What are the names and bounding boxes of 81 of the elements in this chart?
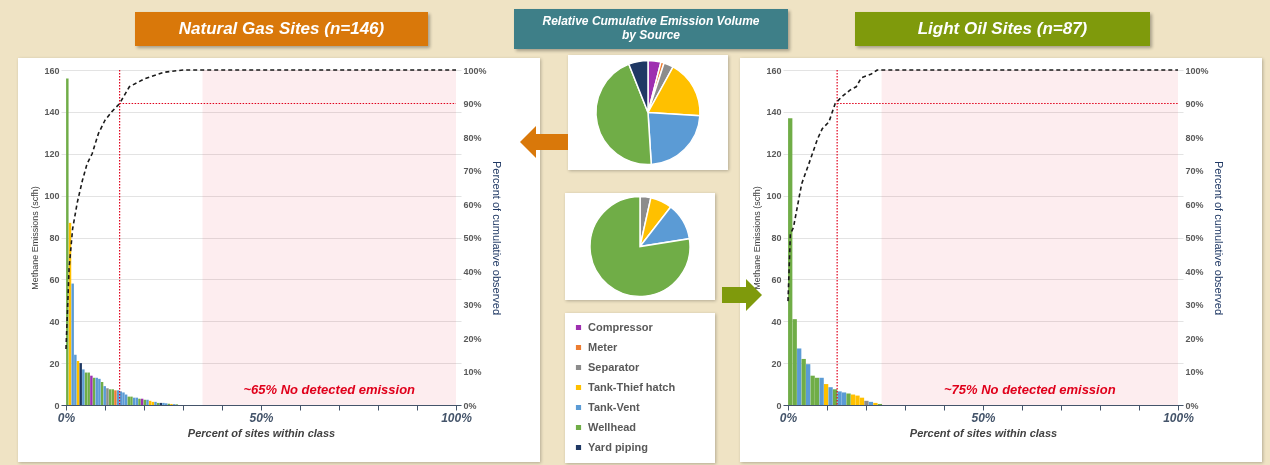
chart-title: Natural Gas Sites (n=146) — [135, 12, 428, 46]
bar — [66, 78, 69, 405]
band-label: ~65% No detected emission — [243, 382, 416, 397]
y2-tick-label: 100% — [1185, 65, 1209, 76]
y2-tick-label: 30% — [463, 300, 482, 310]
y-axis-title: Methane Emissions (scfh) — [30, 186, 41, 290]
y-tick-label: 160 — [44, 65, 60, 76]
y2-tick-label: 30% — [1185, 300, 1204, 310]
legend-label: Compressor — [588, 320, 654, 333]
bar — [814, 377, 820, 405]
x-tick-label: 50% — [249, 410, 274, 425]
legend-label: Yard piping — [588, 440, 648, 453]
y2-tick-label: 70% — [463, 166, 482, 176]
legend-label: Tank-Thief hatch — [588, 380, 676, 393]
y-tick-label: 100 — [44, 191, 60, 202]
bar — [841, 392, 847, 405]
legend-label: Wellhead — [588, 420, 637, 433]
x-axis-title: Percent of sites within class — [909, 426, 1058, 439]
y2-tick-label: 0% — [463, 400, 477, 411]
y2-tick-label: 70% — [1185, 166, 1204, 176]
y-tick-label: 0 — [776, 400, 782, 411]
y2-tick-label: 0% — [1185, 400, 1199, 411]
line-series — [65, 69, 457, 350]
x-axis-title: Percent of sites within class — [187, 426, 336, 439]
bar — [71, 283, 74, 405]
bar — [819, 377, 824, 405]
y2-tick-label: 50% — [463, 233, 482, 243]
y-tick-label: 140 — [44, 107, 60, 118]
y2-tick-label: 20% — [463, 333, 482, 344]
y2-tick-label: 60% — [1185, 199, 1204, 210]
y-tick-label: 40 — [49, 316, 60, 327]
line-series — [787, 69, 1179, 302]
y-tick-label: 40 — [771, 316, 782, 327]
y2-tick-label: 100% — [463, 65, 487, 76]
y-axis-title: Methane Emissions (scfh) — [752, 186, 763, 290]
y2-tick-label: 80% — [463, 132, 482, 143]
legend-label: Tank-Vent — [588, 400, 641, 413]
legend-label: Separator — [588, 360, 641, 373]
x-tick-label: 100% — [441, 410, 473, 425]
y-tick-label: 20 — [771, 358, 782, 369]
y2-tick-label: 40% — [463, 266, 482, 277]
bar — [810, 375, 815, 405]
y2-tick-label: 10% — [1185, 367, 1204, 377]
y-tick-label: 100 — [766, 191, 782, 202]
bar — [806, 364, 811, 405]
y2-tick-label: 40% — [1185, 266, 1204, 277]
bar — [846, 393, 851, 405]
legend-label: Meter — [588, 340, 619, 353]
y-tick-label: 60 — [49, 274, 60, 285]
y2-tick-label: 50% — [1185, 233, 1204, 243]
bar — [864, 400, 869, 405]
y2-tick-label: 10% — [463, 367, 482, 377]
x-tick-label: 100% — [1163, 410, 1195, 425]
y-tick-label: 80 — [771, 233, 782, 243]
bar — [823, 384, 829, 405]
x-tick-label: 0% — [57, 410, 76, 425]
y-tick-label: 120 — [44, 149, 60, 160]
bar — [828, 387, 833, 405]
y2-tick-label: 60% — [463, 199, 482, 210]
y2-axis-title: Percent of cumulative observed — [490, 160, 503, 316]
y-tick-label: 80 — [49, 233, 60, 243]
bar — [801, 358, 806, 405]
y-tick-label: 0 — [54, 400, 60, 411]
bar — [855, 395, 860, 405]
y-tick-label: 140 — [766, 107, 782, 118]
y-tick-label: 20 — [49, 358, 60, 369]
y2-axis-title: Percent of cumulative observed — [1212, 160, 1225, 316]
y-tick-label: 160 — [766, 65, 782, 76]
bar — [797, 348, 802, 405]
chart-title: Relative Cumulative Emission Volume by Source — [514, 9, 788, 49]
y2-tick-label: 20% — [1185, 333, 1204, 344]
y2-tick-label: 90% — [463, 99, 482, 109]
y-tick-label: 120 — [766, 149, 782, 160]
chart-title: Light Oil Sites (n=87) — [855, 12, 1150, 46]
x-tick-label: 0% — [779, 410, 798, 425]
bar — [873, 402, 878, 405]
y2-tick-label: 80% — [1185, 132, 1204, 143]
x-tick-label: 50% — [971, 410, 996, 425]
band-label: ~75% No detected emission — [944, 382, 1116, 397]
y-tick-label: 60 — [771, 274, 782, 285]
y2-tick-label: 90% — [1185, 99, 1204, 109]
